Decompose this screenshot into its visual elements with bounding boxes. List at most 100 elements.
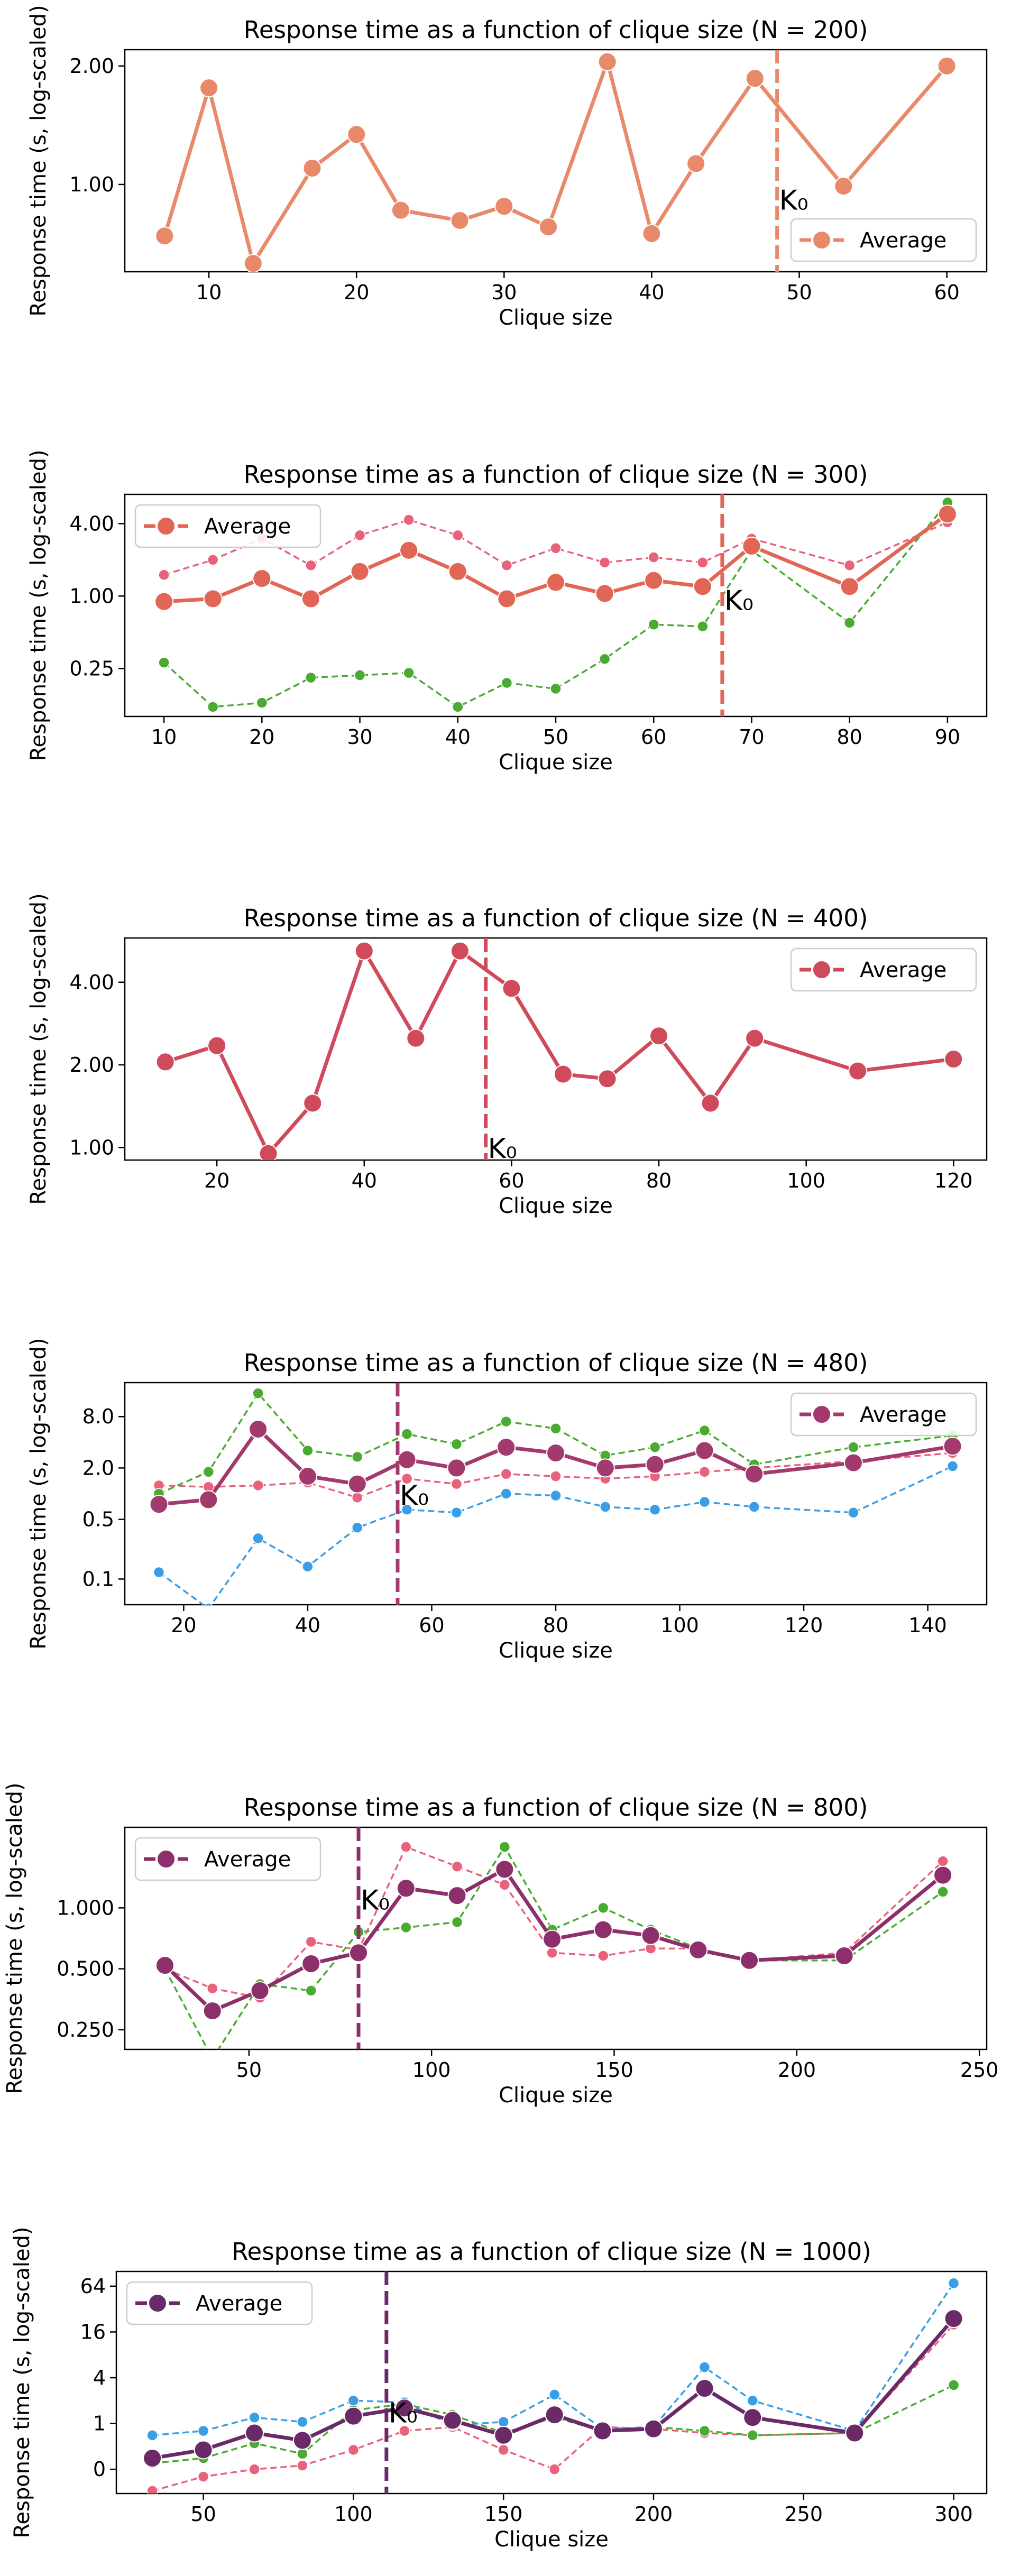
point-run-1 <box>347 2444 360 2456</box>
point-run-2 <box>699 1424 711 1437</box>
point-run-1 <box>697 557 709 568</box>
point-run-2 <box>403 667 415 679</box>
k0-label: K₀ <box>389 2398 418 2430</box>
point-run-3 <box>948 2277 960 2289</box>
x-tick-label: 80 <box>837 725 862 749</box>
point-average <box>944 2309 963 2329</box>
point-average <box>695 2379 714 2398</box>
point-average <box>243 254 263 272</box>
point-average <box>155 226 174 246</box>
point-run-2 <box>452 701 464 713</box>
x-axis-label: Clique size <box>494 2527 609 2552</box>
point-average <box>245 2423 264 2443</box>
x-tick-label: 10 <box>151 725 177 749</box>
point-run-2 <box>699 2425 711 2437</box>
y-axis-label: Response time (s, log-scaled) <box>26 893 51 1204</box>
point-run-3 <box>249 2412 260 2423</box>
point-average <box>553 1064 573 1084</box>
x-axis-label: Clique size <box>499 1194 613 1218</box>
point-run-1 <box>197 2471 209 2482</box>
k0-label: K₀ <box>724 585 753 617</box>
point-run-2 <box>305 671 317 684</box>
chart-title: Response time as a function of clique si… <box>244 1349 868 1377</box>
point-average <box>593 2421 612 2441</box>
point-run-2 <box>747 2430 759 2441</box>
point-average <box>598 52 617 71</box>
point-run-2 <box>937 1886 949 1898</box>
point-average <box>494 2425 513 2445</box>
point-average <box>347 125 366 144</box>
x-tick-label: 40 <box>352 1169 377 1192</box>
point-run-2 <box>252 1387 264 1399</box>
axes-frame <box>124 937 988 1161</box>
x-axis-label: Clique size <box>499 2083 613 2108</box>
y-tick-label: 16 <box>80 2320 106 2343</box>
chart-title: Response time as a function of clique si… <box>244 16 868 44</box>
point-average <box>199 1490 218 1510</box>
x-tick-label: 50 <box>786 281 812 304</box>
point-average <box>845 2423 865 2443</box>
point-run-2 <box>400 1921 412 1934</box>
point-run-1 <box>207 554 219 566</box>
plot-area <box>149 1383 962 1605</box>
x-tick-label: 150 <box>484 2503 523 2526</box>
point-run-3 <box>600 1501 611 1513</box>
point-average <box>848 1061 868 1081</box>
x-tick-label: 100 <box>412 2058 451 2082</box>
k0-label: K₀ <box>488 1133 517 1165</box>
point-average <box>543 1929 562 1949</box>
chart-title: Response time as a function of clique si… <box>244 1793 868 1821</box>
point-run-3 <box>297 2416 308 2428</box>
legend-swatch-marker <box>157 517 176 536</box>
point-average <box>502 979 521 998</box>
point-run-1 <box>648 551 659 563</box>
point-run-1 <box>598 1950 609 1962</box>
point-run-1 <box>249 2463 260 2475</box>
series-line-run-3 <box>158 1465 953 1605</box>
point-run-2 <box>351 1451 363 1463</box>
k0-label: K₀ <box>779 185 808 216</box>
x-tick-label: 120 <box>785 1614 823 1637</box>
point-average <box>701 1093 720 1113</box>
point-run-1 <box>146 2485 158 2494</box>
point-average <box>396 1879 416 1898</box>
point-average <box>545 2405 564 2425</box>
y-axis-label: Response time (s, log-scaled) <box>10 2227 34 2538</box>
x-axis-label: Clique size <box>499 750 613 775</box>
chart-panel-1: Response time as a function of clique si… <box>26 5 988 330</box>
y-tick-label: 0.500 <box>57 1957 114 1981</box>
point-run-3 <box>699 1496 711 1508</box>
y-axis-label: Response time (s, log-scaled) <box>3 1782 27 2094</box>
point-run-2 <box>599 653 611 665</box>
point-run-2 <box>451 1916 463 1928</box>
point-run-3 <box>548 2389 560 2400</box>
point-run-3 <box>401 1504 413 1515</box>
point-average <box>155 1052 175 1072</box>
point-average <box>391 200 410 220</box>
chart-panel-4: Response time as a function of clique si… <box>26 1338 988 1663</box>
y-axis-label: Response time (s, log-scaled) <box>26 5 51 316</box>
point-average <box>298 1467 317 1486</box>
point-average <box>154 592 174 611</box>
x-tick-label: 60 <box>641 725 666 749</box>
point-average <box>834 1946 854 1965</box>
x-tick-label: 70 <box>739 725 764 749</box>
point-run-2 <box>256 697 268 709</box>
y-tick-label: 64 <box>80 2275 106 2298</box>
point-run-2 <box>203 1466 215 1478</box>
x-tick-label: 40 <box>295 1614 320 1637</box>
point-average <box>497 589 517 609</box>
legend-label: Average <box>860 958 947 982</box>
point-average <box>354 941 374 961</box>
point-run-3 <box>204 1603 213 1605</box>
point-run-1 <box>403 514 415 526</box>
y-tick-label: 2.00 <box>69 54 114 78</box>
point-average <box>399 540 419 560</box>
chart-title: Response time as a function of clique si… <box>232 2238 871 2266</box>
point-run-1 <box>354 529 366 541</box>
point-average <box>546 573 565 592</box>
point-average <box>495 1860 514 1879</box>
point-run-1 <box>305 1936 317 1948</box>
point-average <box>443 2411 462 2430</box>
point-average <box>350 562 370 581</box>
